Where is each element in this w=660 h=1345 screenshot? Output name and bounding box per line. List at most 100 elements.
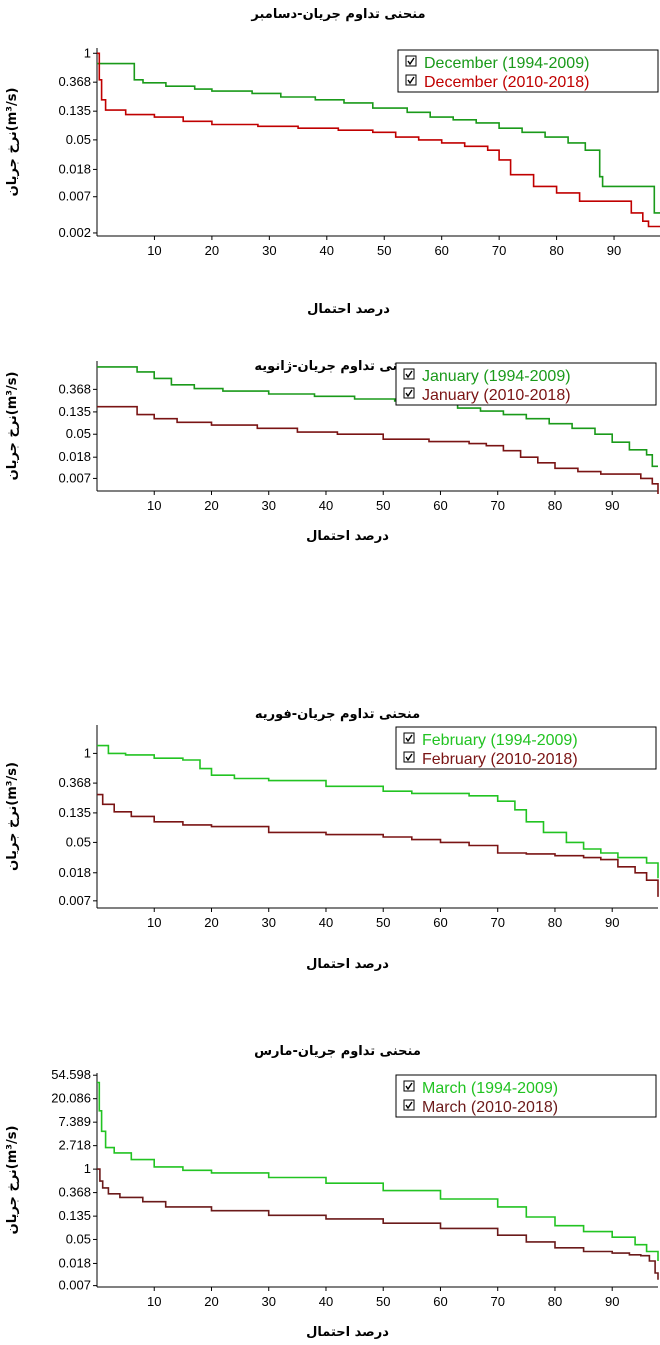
legend-entry: March (1994-2009): [422, 1080, 558, 1097]
y-tick-label: 1: [84, 45, 91, 60]
legend: February (1994-2009) February (2010-2018): [395, 726, 657, 770]
x-tick-label: 80: [549, 243, 563, 258]
x-tick-label: 20: [204, 1294, 218, 1309]
checkmark-icon: [407, 57, 415, 66]
x-tick-label: 10: [147, 498, 161, 513]
series-line-1: [97, 62, 660, 214]
y-tick-label: 0.018: [58, 865, 91, 880]
x-tick-label: 40: [320, 243, 334, 258]
x-tick-label: 20: [204, 915, 218, 930]
checkmark-icon: [405, 753, 413, 762]
legend: December (1994-2009) December (2010-2018): [397, 49, 659, 93]
legend-box: [395, 1074, 657, 1118]
y-tick-label: 0.368: [58, 1185, 91, 1200]
y-tick-label: 0.368: [58, 381, 91, 396]
chart-panel-2: منحنی تداوم جریان-ژانویه 0.368 0.135 0.05 0.…: [5, 359, 659, 544]
chart-title: منحنی تداوم جریان-دسامبر: [250, 7, 425, 22]
y-axis-label: نرخ جریان(m³/s): [5, 88, 20, 197]
x-tick-label: 80: [548, 498, 562, 513]
chart-title: منحنی تداوم جریان-مارس: [254, 1044, 421, 1059]
y-tick-label: 20.086: [51, 1091, 91, 1106]
legend-checkbox[interactable]: [403, 1080, 415, 1092]
x-tick-label: 50: [377, 243, 391, 258]
legend-entry: December (1994-2009): [424, 55, 589, 72]
x-tick-label: 30: [262, 243, 276, 258]
x-tick-label: 40: [319, 498, 333, 513]
legend-box: [395, 362, 657, 406]
x-tick-label: 50: [376, 915, 390, 930]
x-tick-label: 40: [319, 1294, 333, 1309]
legend-entry: March (2010-2018): [422, 1099, 558, 1116]
x-tick-label: 80: [548, 1294, 562, 1309]
legend-entry: February (1994-2009): [422, 732, 578, 749]
legend-entry: February (2010-2018): [422, 751, 578, 768]
legend-entry: January (1994-2009): [422, 368, 571, 385]
y-tick-label: 0.368: [58, 74, 91, 89]
legend-checkbox[interactable]: [403, 751, 415, 763]
y-tick-label: 0.135: [58, 103, 91, 118]
x-tick-label: 30: [262, 498, 276, 513]
x-axis-label: درصد احتمال: [306, 957, 389, 972]
y-tick-label: 0.007: [58, 1278, 91, 1293]
y-tick-label: 0.018: [58, 161, 91, 176]
x-tick-label: 70: [492, 243, 506, 258]
x-tick-label: 10: [147, 243, 161, 258]
y-tick-label: 0.007: [58, 470, 91, 485]
y-tick-label: 54.598: [51, 1067, 91, 1082]
series-line-1: [97, 744, 659, 879]
x-tick-label: 60: [433, 1294, 447, 1309]
y-tick-label: 0.135: [58, 1208, 91, 1223]
x-axis-label: درصد احتمال: [307, 302, 390, 317]
y-tick-label: 0.018: [58, 449, 91, 464]
legend-checkbox[interactable]: [405, 55, 417, 67]
series-line-1: [97, 1081, 659, 1261]
y-tick-label: 0.368: [58, 775, 91, 790]
y-tick-label: 0.007: [58, 189, 91, 204]
x-tick-label: 60: [434, 243, 448, 258]
chart-panel-4: منحنی تداوم جریان-مارس 54.598 20.086 7.389 2…: [5, 1044, 659, 1340]
x-axis-label: درصد احتمال: [306, 529, 389, 544]
x-tick-label: 20: [204, 498, 218, 513]
x-axis-label: درصد احتمال: [306, 1325, 389, 1340]
series-line-2: [97, 52, 660, 228]
y-tick-label: 0.018: [58, 1255, 91, 1270]
legend-checkbox[interactable]: [403, 1099, 415, 1111]
x-tick-label: 70: [490, 915, 504, 930]
legend: March (1994-2009) March (2010-2018): [395, 1074, 657, 1118]
legend: January (1994-2009) January (2010-2018): [395, 362, 657, 406]
checkmark-icon: [405, 1082, 413, 1091]
y-tick-label: 0.135: [58, 404, 91, 419]
x-tick-label: 50: [376, 498, 390, 513]
y-tick-label: 0.007: [58, 893, 91, 908]
chart-panel-3: منحنی تداوم جریان-فوریه 1 0.368 0.135 0.05 0.…: [5, 707, 659, 972]
y-axis-label: نرخ جریان(m³/s): [5, 372, 20, 481]
x-tick-label: 60: [433, 498, 447, 513]
checkmark-icon: [405, 734, 413, 743]
checkmark-icon: [405, 389, 413, 398]
legend-checkbox[interactable]: [403, 387, 415, 399]
y-tick-label: 1: [84, 745, 91, 760]
legend-entry: December (2010-2018): [424, 74, 589, 91]
y-axis-label: نرخ جریان(m³/s): [5, 1126, 20, 1235]
x-tick-label: 70: [490, 1294, 504, 1309]
y-tick-label: 7.389: [58, 1114, 91, 1129]
y-tick-label: 0.05: [66, 834, 91, 849]
legend-box: [395, 726, 657, 770]
x-tick-label: 30: [262, 915, 276, 930]
y-tick-label: 0.135: [58, 805, 91, 820]
y-tick-label: 2.718: [58, 1138, 91, 1153]
legend-checkbox[interactable]: [405, 74, 417, 86]
checkmark-icon: [407, 76, 415, 85]
legend-checkbox[interactable]: [403, 368, 415, 380]
x-tick-label: 70: [490, 498, 504, 513]
legend-checkbox[interactable]: [403, 732, 415, 744]
x-tick-label: 90: [605, 1294, 619, 1309]
chart-panel-1: منحنی تداوم جریان-دسامبر 1 0.368 0.135 0.05 0…: [5, 7, 660, 317]
x-tick-label: 90: [607, 243, 621, 258]
x-tick-label: 40: [319, 915, 333, 930]
x-tick-label: 90: [605, 915, 619, 930]
series-line-2: [97, 1168, 659, 1280]
chart-title: منحنی تداوم جریان-ژانویه: [254, 359, 420, 374]
y-tick-label: 0.05: [66, 426, 91, 441]
